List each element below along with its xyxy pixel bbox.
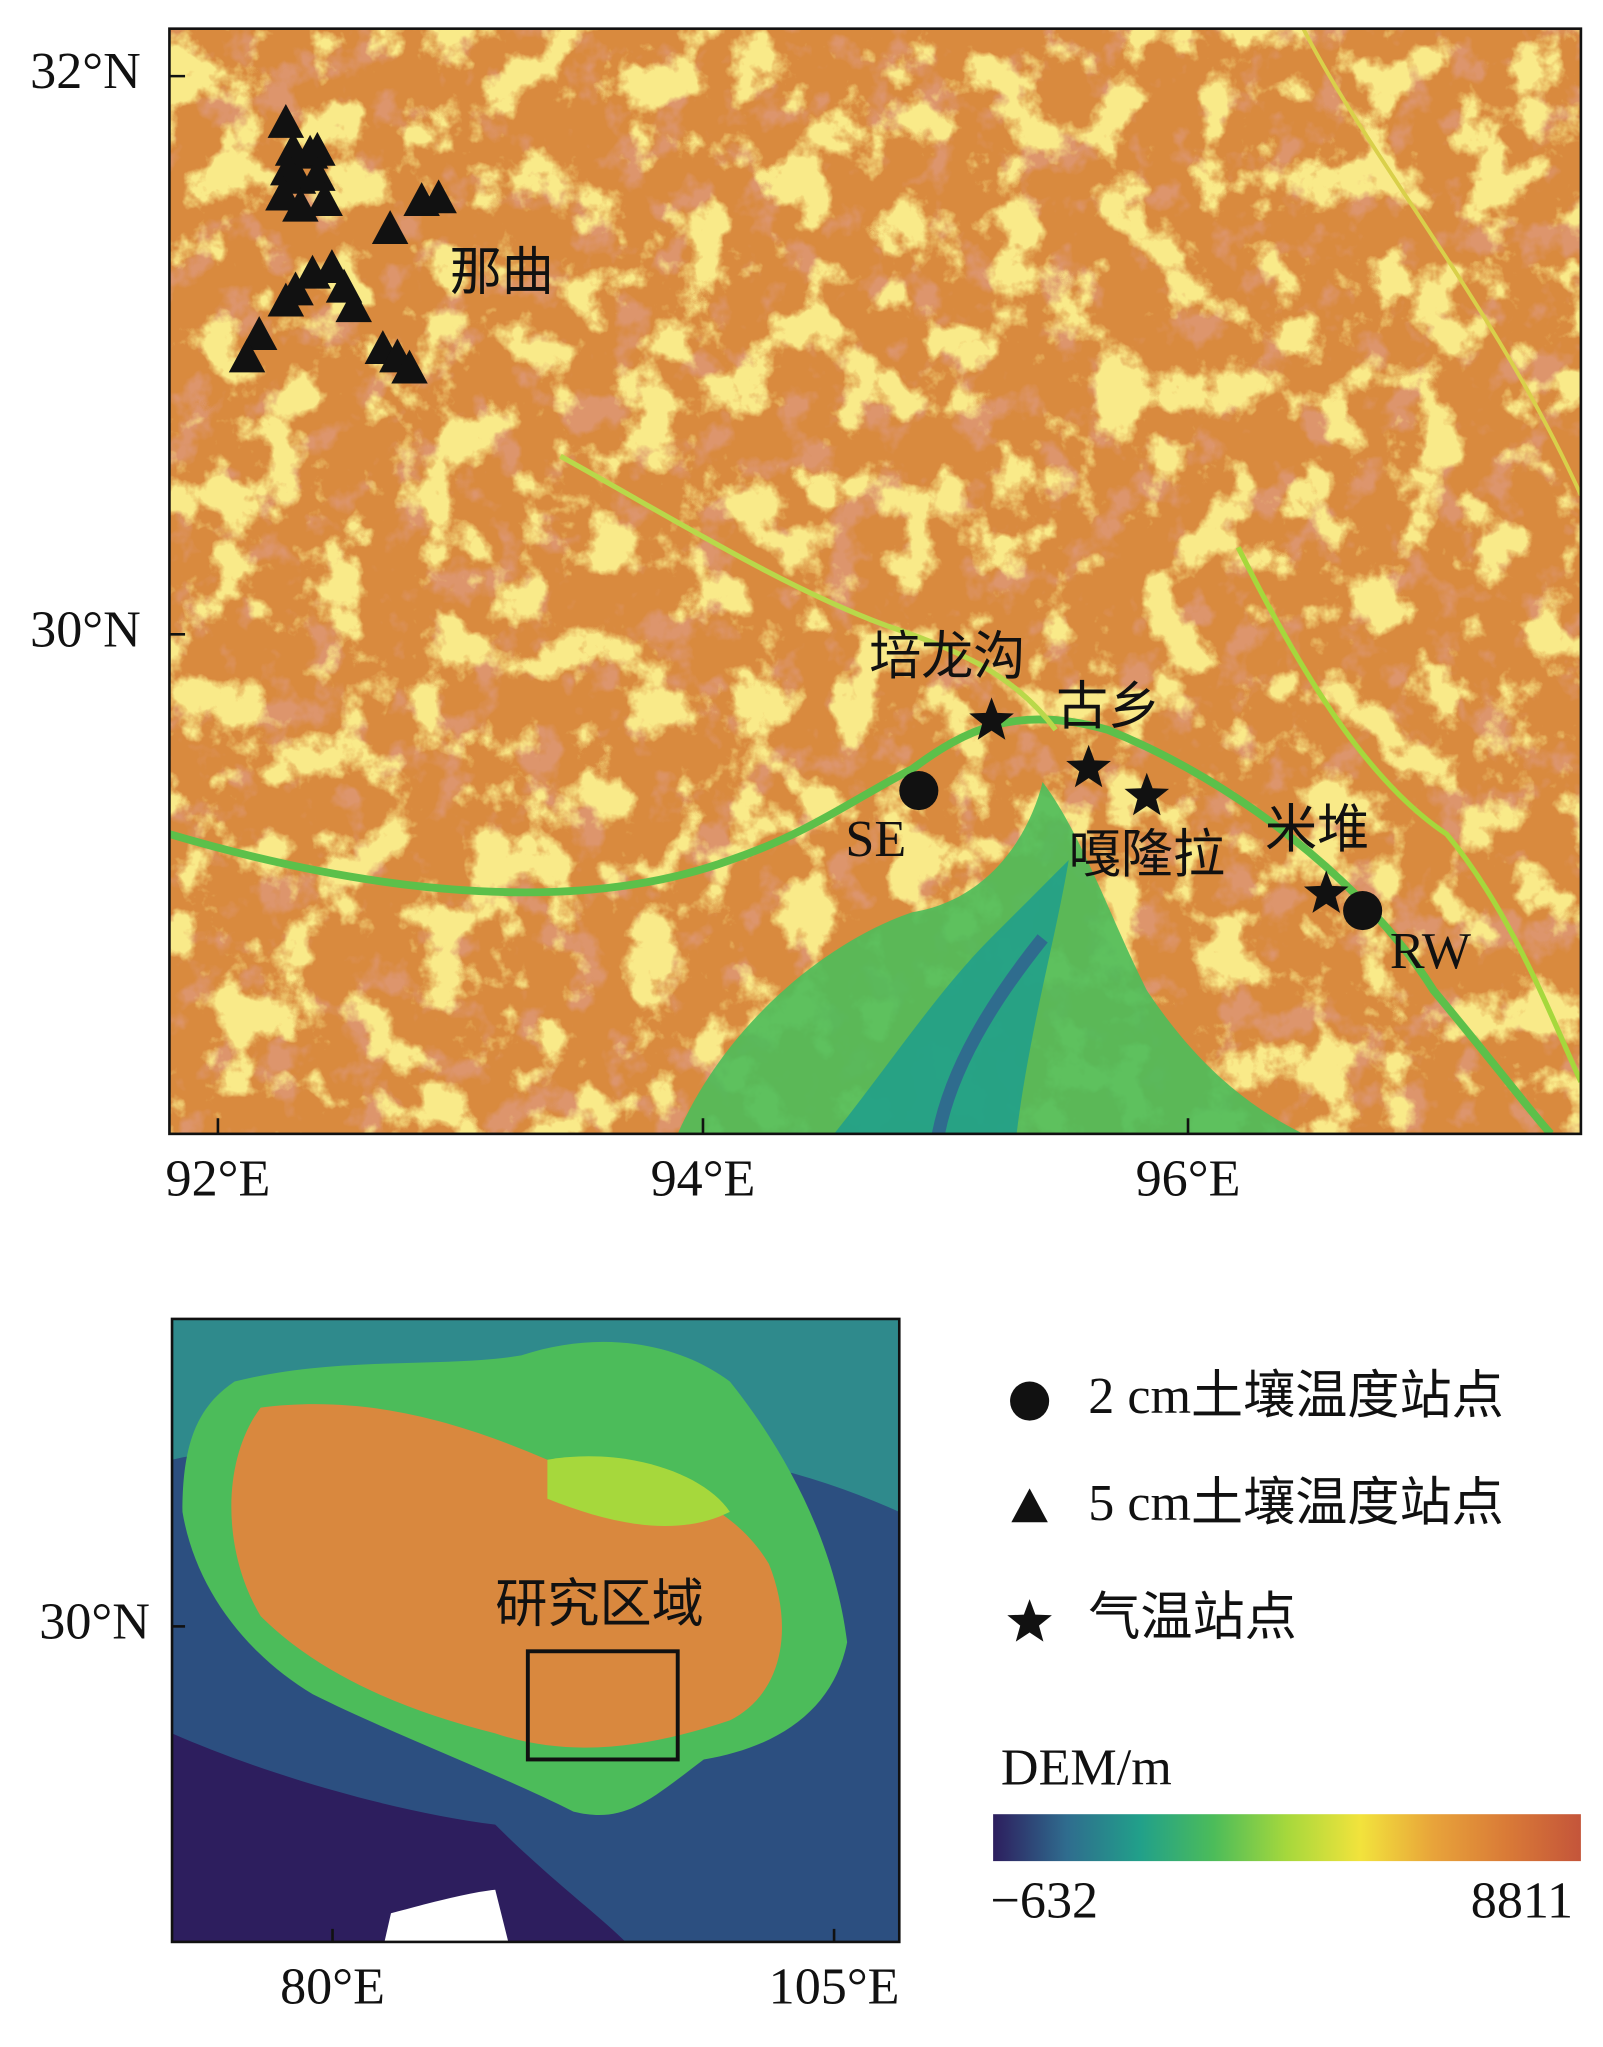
colorbar <box>993 1814 1581 1862</box>
colorbar-min-label: −632 <box>991 1872 1099 1929</box>
triangle-marker <box>294 254 331 289</box>
station-label: 米堆 <box>1265 802 1369 859</box>
triangle-marker <box>267 104 305 138</box>
y-tick-label: 32°N <box>30 43 141 100</box>
station-label: 培龙沟 <box>869 629 1025 686</box>
region-label: 那曲 <box>450 245 554 302</box>
study-area-label: 研究区域 <box>495 1577 704 1634</box>
colorbar-title: DEM/m <box>1001 1739 1172 1796</box>
inset-terrain <box>172 1318 900 1942</box>
triangle-marker <box>267 282 305 317</box>
legend-label: 气温站点 <box>1088 1590 1297 1647</box>
circle-marker <box>1343 891 1383 931</box>
x-tick-label: 94°E <box>651 1150 756 1207</box>
star-marker <box>1124 772 1170 816</box>
circle-marker <box>899 771 939 811</box>
colorbar-max-label: 8811 <box>1471 1872 1573 1929</box>
study-area-box <box>525 1649 680 1762</box>
triangle-marker <box>299 157 336 191</box>
inset-frame <box>170 1317 901 1944</box>
triangle-marker <box>306 182 343 217</box>
legend-symbol <box>1010 1381 1050 1421</box>
star-marker <box>969 697 1014 740</box>
x-tick-label: 92°E <box>166 1150 271 1207</box>
main-terrain <box>169 28 1581 1134</box>
main-frame <box>168 27 1583 1136</box>
triangle-marker <box>371 210 409 244</box>
star-marker <box>1066 744 1111 788</box>
triangle-marker <box>282 187 319 222</box>
legend-label: 2 cm土壤温度站点 <box>1088 1368 1504 1425</box>
station-label: SE <box>845 811 906 868</box>
star-marker <box>1303 870 1349 913</box>
triangle-marker <box>265 176 302 211</box>
triangle-marker <box>299 131 336 166</box>
triangle-marker <box>228 338 266 373</box>
station-label: RW <box>1390 923 1472 980</box>
x-tick-label: 96°E <box>1136 1150 1241 1207</box>
triangle-marker <box>391 349 428 384</box>
legend-label: 5 cm土壤温度站点 <box>1088 1475 1504 1532</box>
figure-body: 研究区域 那曲 DEM/m −632 8811 92°E 94°E 96°E 32°N… <box>30 27 1583 2015</box>
station-label: 嘎隆拉 <box>1069 827 1225 884</box>
triangle-marker <box>335 288 372 323</box>
triangle-marker <box>240 316 278 351</box>
y-tick-label: 30°N <box>30 601 141 658</box>
y-tick-label: 30°N <box>39 1593 150 1650</box>
x-tick-label: 105°E <box>769 1958 900 2015</box>
legend-symbol <box>1011 1488 1048 1523</box>
x-tick-label: 80°E <box>280 1958 385 2015</box>
triangle-marker <box>420 179 457 214</box>
legend-symbol <box>1007 1599 1052 1642</box>
station-label: 古乡 <box>1056 679 1160 736</box>
